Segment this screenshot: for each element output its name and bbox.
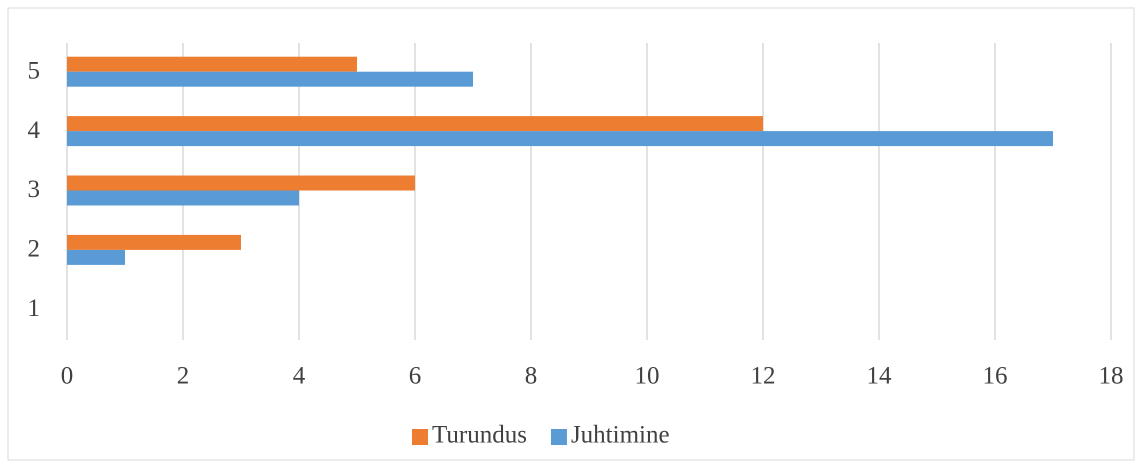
bar xyxy=(67,71,473,87)
x-tick-label: 14 xyxy=(867,363,893,390)
bar xyxy=(67,234,241,250)
bar xyxy=(67,56,357,72)
x-tick-label: 6 xyxy=(409,363,422,390)
legend-label: Turundus xyxy=(432,422,527,449)
bar xyxy=(67,190,299,206)
legend-label: Juhtimine xyxy=(571,422,670,449)
y-tick-label: 1 xyxy=(28,295,41,322)
bar xyxy=(67,131,1053,147)
y-tick-label: 3 xyxy=(28,176,41,203)
x-tick-label: 16 xyxy=(983,363,1008,390)
y-tick-label: 2 xyxy=(28,236,41,263)
x-tick-label: 2 xyxy=(177,363,190,390)
bar xyxy=(67,116,763,132)
x-tick-label: 12 xyxy=(751,363,776,390)
bar xyxy=(67,249,125,265)
x-tick-label: 18 xyxy=(1099,363,1124,390)
bar xyxy=(67,175,415,191)
x-tick-label: 0 xyxy=(61,363,74,390)
y-tick-label: 4 xyxy=(28,117,41,144)
x-tick-label: 10 xyxy=(635,363,660,390)
legend-swatch xyxy=(412,429,428,445)
legend-swatch xyxy=(550,429,567,445)
y-tick-label: 5 xyxy=(28,57,41,84)
x-tick-label: 8 xyxy=(525,363,538,390)
x-tick-label: 4 xyxy=(293,363,306,390)
